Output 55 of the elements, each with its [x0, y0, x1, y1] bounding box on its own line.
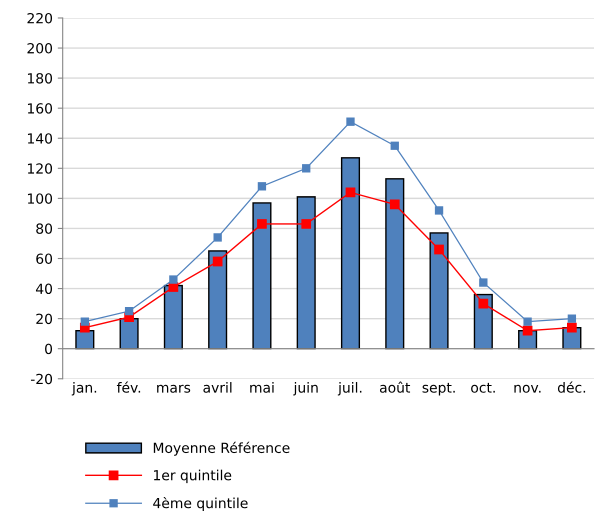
legend-label: Moyenne Référence	[154, 442, 290, 456]
point	[522, 326, 532, 336]
y-tick-label: 200	[27, 43, 52, 54]
legend-label: 4ème quintile	[153, 496, 248, 511]
point	[257, 219, 267, 229]
point	[258, 182, 266, 191]
point	[390, 200, 400, 210]
bar	[208, 250, 228, 350]
y-tick-label: -20	[30, 374, 52, 384]
point	[346, 118, 355, 126]
point	[301, 219, 312, 229]
point	[434, 244, 444, 254]
point	[479, 278, 488, 287]
point	[434, 206, 444, 215]
y-tick-label: 40	[36, 284, 52, 294]
y-tick-label: 60	[36, 253, 52, 264]
x-tick-label: fév.	[116, 381, 140, 393]
y-tick-label: 140	[28, 133, 52, 144]
point	[568, 314, 576, 323]
x-tick-label: mars	[157, 384, 190, 393]
y-tick-label: 100	[28, 193, 52, 204]
x-tick-label: avril	[203, 382, 232, 393]
point	[302, 164, 310, 172]
point	[213, 233, 222, 242]
y-tick-label: 160	[28, 103, 52, 114]
bar	[296, 196, 316, 350]
bar	[385, 178, 404, 350]
x-tick-label: nov.	[514, 384, 541, 393]
bar	[252, 202, 272, 350]
y-tick-label: 20	[36, 314, 52, 324]
x-tick-label: août	[380, 381, 410, 393]
point	[169, 275, 178, 284]
x-tick-label: oct.	[471, 382, 495, 393]
y-tick-label: 180	[28, 73, 52, 84]
y-tick-label: 120	[28, 163, 52, 174]
point	[390, 142, 399, 150]
point	[80, 317, 89, 326]
point	[478, 298, 488, 308]
point	[523, 317, 532, 326]
legend-label: 1er quintile	[154, 470, 232, 484]
bar	[340, 157, 360, 350]
point	[346, 188, 356, 198]
x-tick-label: juil.	[338, 382, 362, 396]
point	[567, 322, 577, 333]
x-tick-label: juin	[293, 382, 318, 396]
point	[124, 306, 134, 316]
y-tick-label: 80	[36, 223, 52, 234]
point	[212, 256, 223, 266]
x-tick-label: déc.	[558, 381, 586, 393]
bar	[429, 232, 449, 350]
y-tick-label: 220	[27, 12, 52, 24]
y-tick-label: 0	[45, 344, 52, 354]
x-tick-label: jan.	[72, 382, 96, 396]
x-tick-label: mai	[250, 382, 274, 393]
x-tick-label: sept.	[422, 382, 455, 396]
